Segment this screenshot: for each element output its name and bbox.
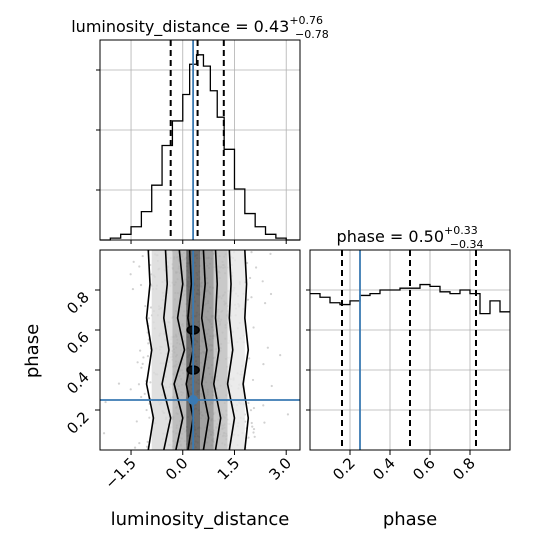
scatter-point: [135, 420, 138, 423]
contour-2-x_right: [212, 250, 222, 450]
scatter-point: [250, 296, 253, 299]
joint-x-tick-label-0: −1.5: [101, 454, 139, 492]
luminosity-distance-hist-step: [100, 54, 300, 241]
phase-x-tick-label-2: 0.6: [409, 454, 439, 484]
scatter-point: [147, 317, 151, 320]
scatter-point: [263, 421, 266, 424]
scatter-point: [262, 363, 265, 366]
x-axis-label-luminosity-distance: luminosity_distance: [111, 509, 290, 530]
scatter-point: [266, 346, 269, 349]
scatter-point: [261, 280, 264, 283]
y-axis-label-phase: phase: [22, 324, 43, 378]
scatter-point: [252, 406, 256, 410]
scatter-point: [131, 287, 135, 291]
luminosity-distance-title: luminosity_distance = 0.43+0.76 −0.78: [71, 14, 329, 41]
scatter-point: [248, 276, 252, 280]
scatter-point: [147, 342, 150, 345]
phase-title: phase = 0.50+0.33 −0.34: [337, 224, 484, 251]
contour-0-x_left: [145, 250, 155, 450]
scatter-point: [133, 446, 137, 449]
scatter-point: [139, 283, 143, 287]
joint-y-tick-label-3: 0.8: [63, 288, 93, 318]
ld-hist-frame: [99, 39, 301, 241]
scatter-point: [251, 378, 255, 382]
joint-x-tick-label-2: 1.5: [214, 454, 244, 484]
scatter-point: [149, 306, 153, 309]
scatter-point: [144, 304, 147, 308]
phase-hist-step: [310, 283, 510, 315]
scatter-point: [302, 436, 304, 438]
scatter-point: [132, 260, 135, 263]
contour-1-x_right: [226, 250, 236, 450]
scatter-point: [263, 302, 267, 305]
scatter-point: [286, 413, 290, 416]
scatter-point: [252, 431, 255, 434]
scatter-point: [129, 388, 132, 391]
scatter-point: [141, 254, 144, 258]
phase-histogram: 0.2 0.4 0.6 0.8: [306, 249, 511, 484]
scatter-point: [269, 252, 272, 255]
scatter-point: [136, 361, 139, 364]
scatter-point: [138, 265, 141, 268]
grid: [100, 40, 300, 240]
scatter-point: [269, 292, 273, 296]
scatter-point: [250, 251, 253, 254]
scatter-point: [262, 404, 265, 407]
scatter-point: [279, 354, 282, 357]
phase-x-tick-label-3: 0.8: [449, 454, 479, 484]
scatter-point: [140, 366, 143, 369]
contour-0-x_right: [242, 250, 250, 450]
scatter-point: [142, 356, 145, 359]
scatter-point: [141, 362, 144, 365]
joint-y-tick-label-1: 0.4: [63, 368, 93, 398]
scatter-point: [247, 401, 250, 405]
scatter-point: [246, 298, 250, 301]
joint-x-tick-label-1: 0.0: [162, 454, 192, 484]
scatter-point: [249, 409, 253, 412]
scatter-point: [102, 432, 106, 435]
scatter-point: [253, 435, 256, 438]
scatter-point: [148, 416, 151, 419]
scatter-point: [247, 436, 250, 439]
phase-x-tick-label-0: 0.2: [329, 454, 359, 484]
scatter-point: [250, 421, 253, 425]
scatter-point: [140, 395, 143, 399]
scatter-point: [254, 266, 258, 269]
scatter-point: [248, 357, 251, 360]
scatter-point: [146, 355, 150, 358]
scatter-point: [143, 392, 146, 395]
joint-x-tick-label-3: 3.0: [265, 454, 295, 484]
scatter-point: [252, 326, 255, 329]
phase-x-tick-label-1: 0.4: [369, 454, 399, 484]
scatter-point: [145, 408, 148, 412]
contour-3-x_right: [200, 250, 210, 450]
scatter-point: [149, 381, 152, 384]
contour-1-x_left: [161, 250, 172, 450]
scatter-point: [129, 273, 132, 276]
scatter-point: [270, 384, 273, 388]
luminosity-distance-histogram: [96, 39, 301, 244]
scatter-point: [139, 349, 142, 352]
phase-hist-frame: [309, 249, 511, 451]
joint-y-tick-label-0: 0.2: [63, 408, 93, 438]
scatter-point: [251, 425, 254, 428]
joint-truth-marker: [188, 395, 199, 405]
x-axis-label-phase: phase: [383, 509, 437, 530]
scatter-point: [104, 400, 107, 404]
joint-density-panel: −1.5 0.0 1.5 3.0 0.2 0.4 0.6 0.8: [63, 249, 304, 493]
scatter-point: [117, 382, 121, 385]
joint-frame: [99, 249, 301, 451]
scatter-point: [252, 427, 256, 431]
scatter-point: [138, 442, 141, 445]
contour-2-x_left: [173, 250, 186, 450]
joint-y-tick-label-2: 0.6: [63, 328, 93, 358]
scatter-point: [145, 445, 149, 448]
scatter-point: [146, 440, 149, 443]
scatter-point: [246, 261, 249, 265]
joint-plot-area: [100, 250, 304, 450]
scatter-point: [137, 383, 141, 386]
